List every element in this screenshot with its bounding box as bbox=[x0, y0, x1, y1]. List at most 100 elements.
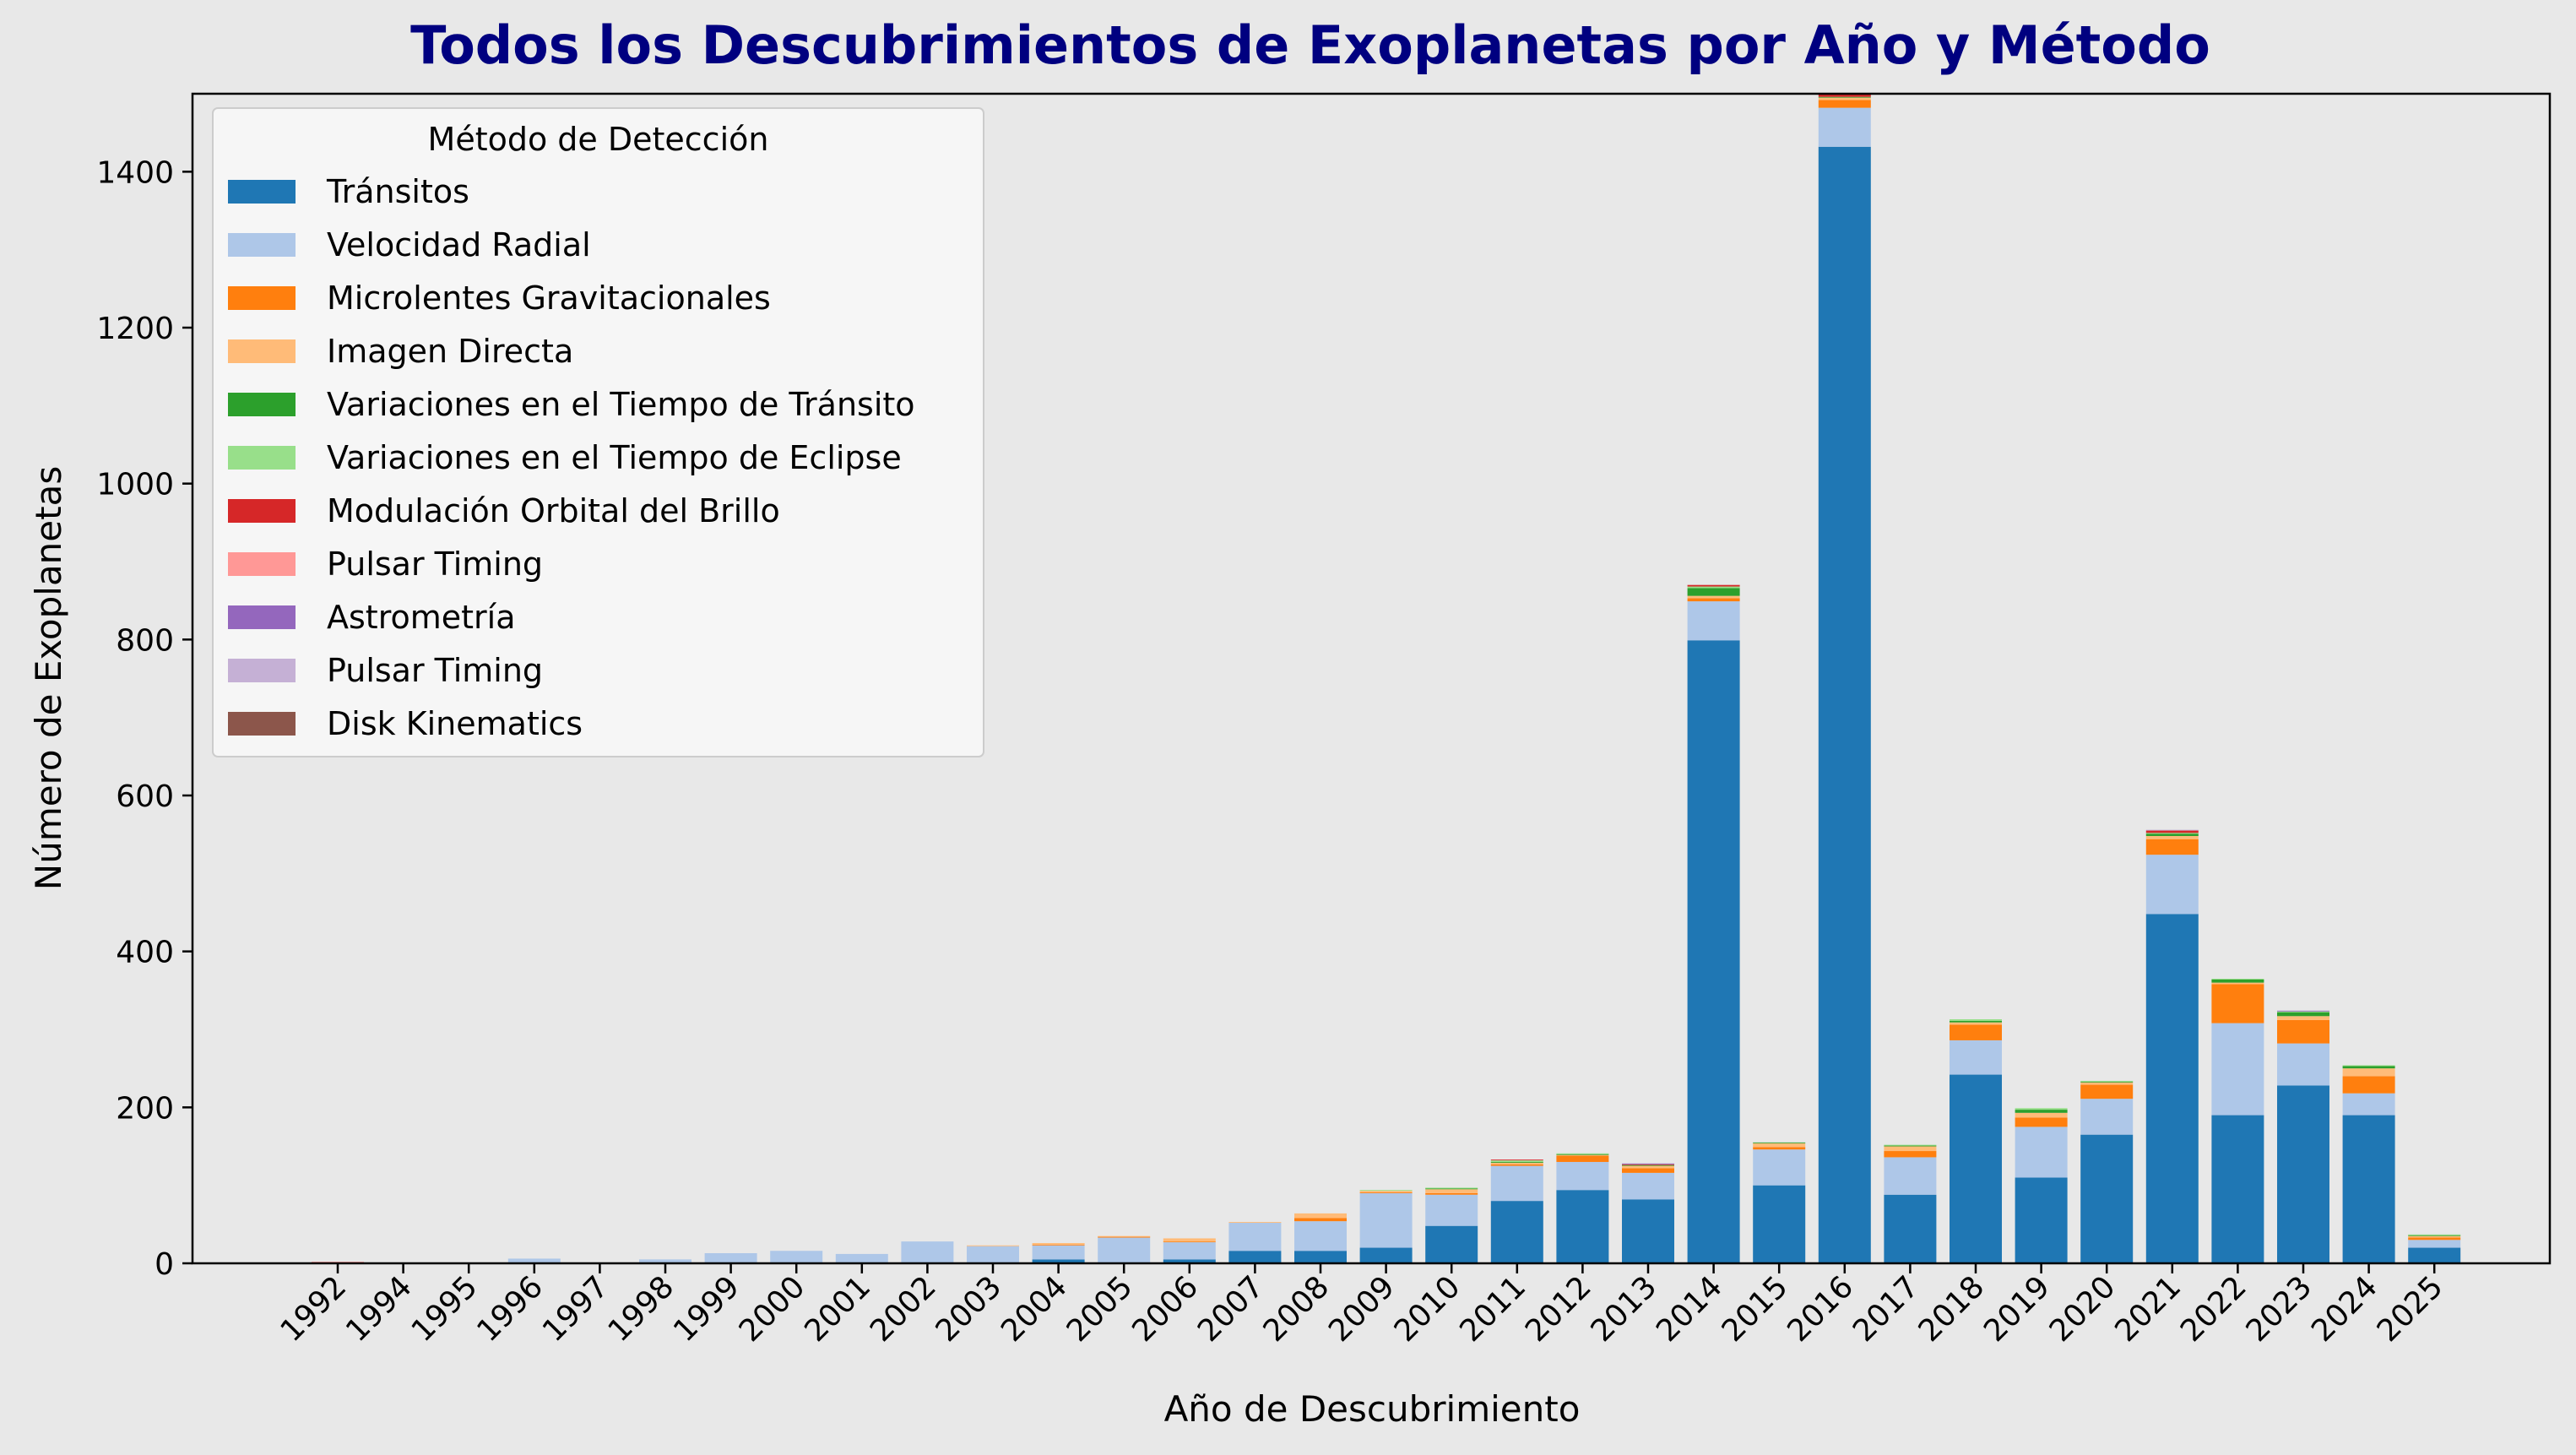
legend-swatch bbox=[228, 286, 296, 310]
legend-swatch bbox=[228, 233, 296, 257]
bar-segment-2009-s5 bbox=[1359, 1190, 1413, 1192]
bar-segment-2013-s3 bbox=[1622, 1165, 1674, 1169]
legend-swatch bbox=[228, 712, 296, 736]
bar-segment-2024-s3 bbox=[2342, 1068, 2395, 1077]
bar-segment-2015-s1 bbox=[1753, 1149, 1806, 1186]
bar-segment-2014-s1 bbox=[1687, 601, 1740, 641]
legend-label: Pulsar Timing bbox=[327, 652, 543, 689]
bar-segment-2006-s1 bbox=[1163, 1242, 1216, 1260]
bar-segment-2014-s2 bbox=[1687, 598, 1740, 602]
bar-segment-2016-s4 bbox=[1818, 96, 1871, 98]
bar-segment-2020-s2 bbox=[2080, 1084, 2134, 1099]
bar-segment-2006-s2 bbox=[1163, 1241, 1216, 1243]
bars-layer bbox=[312, 94, 2461, 1264]
legend-swatch bbox=[228, 499, 296, 523]
legend-swatch bbox=[228, 180, 296, 204]
bar-segment-2022-s2 bbox=[2211, 984, 2264, 1023]
bar-segment-2005-s2 bbox=[1098, 1236, 1151, 1238]
bar-segment-2013-s1 bbox=[1622, 1172, 1674, 1200]
bar-segment-2011-s2 bbox=[1490, 1164, 1543, 1166]
bar-segment-2018-s3 bbox=[1950, 1022, 2002, 1025]
bar-segment-2018-s0 bbox=[1950, 1074, 2002, 1263]
bar-segment-2012-s2 bbox=[1556, 1155, 1609, 1162]
bar-segment-2010-s2 bbox=[1425, 1192, 1478, 1195]
bar-segment-2019-s4 bbox=[2015, 1110, 2068, 1113]
legend-swatch bbox=[228, 552, 296, 576]
bar-segment-2008-s3 bbox=[1294, 1213, 1347, 1219]
bar-segment-2018-s4 bbox=[1950, 1020, 2002, 1023]
bar-segment-2015-s3 bbox=[1753, 1143, 1806, 1148]
bar-segment-2013-s4 bbox=[1622, 1165, 1674, 1166]
bar-segment-2007-s3 bbox=[1228, 1222, 1282, 1223]
bar-segment-2014-s0 bbox=[1687, 640, 1740, 1263]
bar-segment-2023-s0 bbox=[2277, 1085, 2329, 1263]
bar-segment-2017-s2 bbox=[1884, 1151, 1937, 1158]
bar-segment-2016-s6 bbox=[1818, 94, 1871, 97]
bar-segment-2019-s5 bbox=[2015, 1108, 2068, 1110]
bar-segment-1996-s1 bbox=[507, 1258, 561, 1263]
bar-segment-2011-s3 bbox=[1490, 1162, 1543, 1165]
bar-segment-2004-s1 bbox=[1032, 1245, 1085, 1260]
legend-label: Variaciones en el Tiempo de Tránsito bbox=[327, 386, 915, 423]
bar-segment-2004-s0 bbox=[1032, 1259, 1085, 1263]
bar-segment-2014-s3 bbox=[1687, 595, 1740, 599]
bar-segment-2022-s0 bbox=[2211, 1115, 2264, 1263]
bar-segment-2011-s0 bbox=[1490, 1201, 1543, 1263]
bar-segment-2014-s5 bbox=[1687, 586, 1740, 589]
bar-segment-2008-s1 bbox=[1294, 1221, 1347, 1251]
bar-segment-2021-s9 bbox=[2145, 829, 2199, 831]
bar-segment-2017-s5 bbox=[1884, 1144, 1937, 1146]
bar-segment-2015-s0 bbox=[1753, 1185, 1806, 1263]
legend-label: Microlentes Gravitacionales bbox=[327, 280, 771, 317]
bar-segment-2021-s6 bbox=[2145, 830, 2199, 833]
bar-segment-2010-s3 bbox=[1425, 1189, 1478, 1193]
y-tick-label: 1000 bbox=[96, 468, 174, 502]
bar-segment-2022-s3 bbox=[2211, 982, 2264, 985]
bar-segment-2023-s5 bbox=[2277, 1011, 2329, 1013]
chart-title: Todos los Descubrimientos de Exoplanetas… bbox=[410, 14, 2210, 76]
legend-label: Modulación Orbital del Brillo bbox=[327, 492, 780, 529]
bar-segment-2018-s1 bbox=[1950, 1040, 2002, 1075]
bar-segment-2010-s0 bbox=[1425, 1225, 1478, 1263]
bar-segment-2017-s3 bbox=[1884, 1146, 1937, 1152]
bar-segment-2019-s0 bbox=[2015, 1177, 2068, 1263]
bar-segment-2020-s5 bbox=[2080, 1080, 2134, 1082]
legend-label: Pulsar Timing bbox=[327, 546, 543, 583]
legend: Método de Detección Tránsitos Velocidad Ra… bbox=[212, 107, 984, 757]
bar-segment-2007-s1 bbox=[1228, 1222, 1282, 1251]
bar-segment-2025-s0 bbox=[2408, 1247, 2461, 1263]
bar-segment-2003-s1 bbox=[967, 1246, 1019, 1263]
bar-segment-2025-s4 bbox=[2408, 1235, 2461, 1236]
bar-segment-2011-s1 bbox=[1490, 1165, 1543, 1202]
bar-segment-2022-s5 bbox=[2211, 978, 2264, 980]
y-tick-label: 1400 bbox=[96, 155, 174, 190]
bar-segment-2011-s5 bbox=[1490, 1160, 1543, 1162]
bar-segment-2011-s6 bbox=[1490, 1159, 1543, 1161]
bar-segment-2005-s3 bbox=[1098, 1235, 1151, 1237]
bar-segment-2001-s1 bbox=[835, 1253, 888, 1263]
legend-swatch bbox=[228, 393, 296, 416]
y-axis-label: Número de Exoplanetas bbox=[28, 466, 69, 890]
bar-segment-2023-s4 bbox=[2277, 1012, 2329, 1017]
y-tick-label: 1200 bbox=[96, 312, 174, 346]
bar-segment-2012-s4 bbox=[1556, 1154, 1609, 1155]
bar-segment-2025-s2 bbox=[2408, 1237, 2461, 1241]
bar-segment-2025-s3 bbox=[2408, 1235, 2461, 1238]
bar-segment-2018-s2 bbox=[1950, 1024, 2002, 1040]
bar-segment-2008-s0 bbox=[1294, 1251, 1347, 1263]
bar-segment-2009-s1 bbox=[1359, 1192, 1413, 1248]
bar-segment-2013-s2 bbox=[1622, 1168, 1674, 1173]
bar-segment-2017-s0 bbox=[1884, 1194, 1937, 1263]
bar-segment-2024-s0 bbox=[2342, 1115, 2395, 1263]
legend-label: Variaciones en el Tiempo de Eclipse bbox=[327, 439, 902, 476]
x-axis-label: Año de Descubrimiento bbox=[1164, 1388, 1581, 1430]
bar-segment-2012-s1 bbox=[1556, 1161, 1609, 1191]
bar-segment-2024-s4 bbox=[2342, 1066, 2395, 1069]
legend-swatch bbox=[228, 446, 296, 470]
bar-segment-2006-s0 bbox=[1163, 1259, 1216, 1263]
y-tick-label: 200 bbox=[116, 1091, 174, 1126]
bar-segment-2013-s8 bbox=[1622, 1163, 1674, 1165]
bar-segment-2007-s0 bbox=[1228, 1251, 1282, 1263]
legend-label: Disk Kinematics bbox=[327, 705, 583, 742]
